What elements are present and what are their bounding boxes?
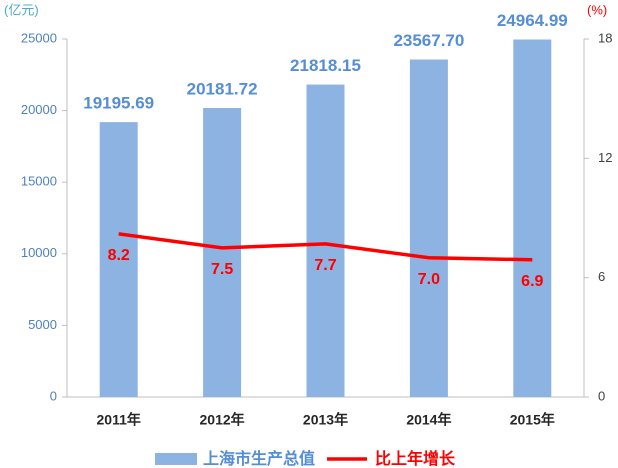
y2-tick-label: 0 — [598, 388, 605, 403]
y2-tick-label: 18 — [598, 30, 612, 45]
line-value-label: 6.9 — [521, 273, 543, 290]
y-tick-label: 10000 — [21, 245, 57, 260]
bar — [513, 39, 552, 397]
line — [118, 232, 533, 262]
y-axis-label: (亿元) — [4, 2, 39, 17]
legend-label: 上海市生产总值 — [203, 449, 315, 468]
x-tick-label: 2015年 — [510, 412, 555, 428]
x-tick-label: 2012年 — [200, 412, 245, 428]
bar-value-label: 19195.69 — [83, 94, 154, 113]
line-value-label: 7.7 — [314, 257, 336, 274]
y2-tick-label: 12 — [598, 150, 612, 165]
line-value-label: 7.0 — [418, 271, 440, 288]
bar — [409, 59, 448, 398]
y-tick-label: 20000 — [21, 102, 57, 117]
bar-value-label: 21818.15 — [290, 56, 361, 75]
y-tick-label: 25000 — [21, 30, 57, 45]
y-tick-label: 0 — [50, 388, 57, 403]
y-tick-label: 5000 — [28, 317, 57, 332]
x-tick-label: 2014年 — [406, 412, 451, 428]
line-value-label: 7.5 — [211, 261, 233, 278]
y-tick-label: 15000 — [21, 174, 57, 189]
line-value-label: 8.2 — [108, 247, 130, 264]
bar — [306, 84, 345, 398]
y2-axis-label: (%) — [587, 2, 607, 17]
bar-value-label: 24964.99 — [497, 11, 568, 30]
legend-label: 比上年增长 — [375, 449, 456, 468]
y2-tick-label: 6 — [598, 269, 605, 284]
x-tick-label: 2013年 — [303, 412, 348, 428]
bar — [99, 122, 138, 397]
legend-marker — [155, 453, 197, 465]
bar-value-label: 20181.72 — [187, 79, 258, 98]
bar — [203, 107, 242, 397]
x-tick-label: 2011年 — [97, 412, 141, 428]
bar-value-label: 23567.70 — [393, 31, 464, 50]
